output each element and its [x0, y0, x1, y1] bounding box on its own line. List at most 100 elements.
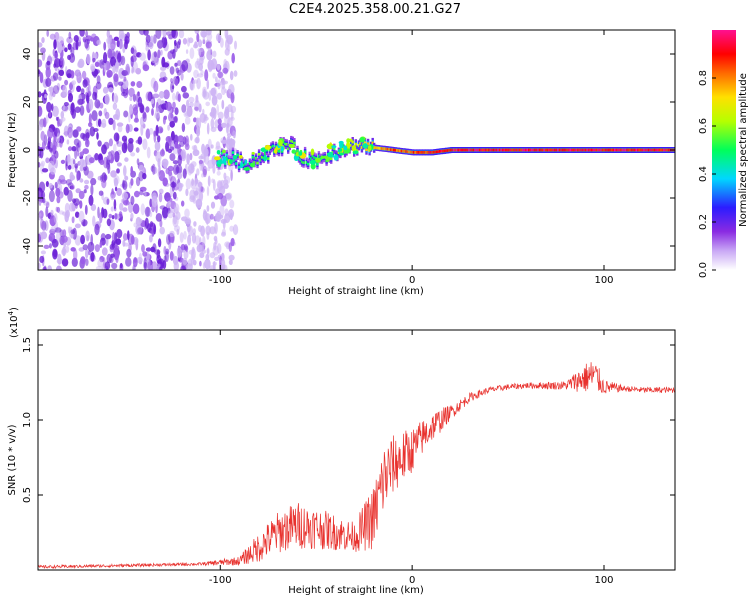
noise-blob	[118, 211, 123, 218]
noise-blob	[70, 184, 75, 190]
noise-blob	[45, 114, 49, 124]
track-core	[557, 148, 560, 152]
noise-blob	[86, 170, 94, 179]
noise-blob	[217, 71, 224, 79]
noise-blob	[85, 258, 89, 266]
noise-blob	[72, 129, 79, 138]
noise-blob	[169, 146, 175, 151]
noise-blob	[176, 246, 182, 258]
track-core	[408, 150, 411, 154]
noise-blob	[149, 234, 153, 243]
noise-blob	[104, 111, 110, 119]
track-core	[638, 148, 641, 152]
noise-blob	[160, 149, 165, 157]
track-core	[385, 147, 388, 151]
track-core	[583, 148, 586, 152]
track-core	[253, 160, 256, 164]
noise-blob	[61, 235, 68, 243]
noise-blob	[109, 243, 115, 250]
track-core	[643, 148, 646, 152]
noise-blob	[66, 154, 71, 166]
noise-blob	[206, 122, 210, 135]
noise-blob	[115, 238, 122, 246]
noise-blob	[123, 138, 128, 150]
noise-blob	[108, 117, 114, 125]
noise-blob	[138, 252, 142, 263]
noise-blob	[113, 143, 117, 154]
noise-blob	[125, 63, 130, 76]
noise-blob	[85, 95, 89, 102]
noise-blob	[96, 39, 102, 46]
noise-blob	[58, 76, 62, 81]
track-core	[626, 148, 629, 152]
noise-blob	[85, 230, 90, 242]
track-core	[647, 148, 651, 152]
track-core	[366, 142, 370, 146]
track-core	[221, 152, 224, 155]
track-core	[610, 148, 614, 152]
track-blob	[216, 150, 221, 155]
track-core	[379, 146, 382, 150]
noise-blob	[174, 39, 177, 47]
noise-blob	[53, 213, 58, 224]
track-core	[515, 148, 519, 152]
noise-blob	[43, 244, 50, 249]
noise-blob	[135, 52, 142, 58]
track-core	[500, 148, 503, 152]
noise-blob	[110, 194, 115, 201]
track-core	[434, 150, 437, 154]
track-core	[531, 148, 534, 152]
track-core	[597, 148, 600, 152]
track-core	[566, 148, 569, 152]
track-core	[653, 148, 657, 152]
track-core	[509, 148, 512, 152]
noise-blob	[45, 181, 50, 187]
noise-blob	[67, 189, 73, 202]
spectrogram-panel: -100 0 100 -40 -20 0 20 40 Height of straight …	[7, 29, 676, 297]
noise-blob	[130, 56, 134, 68]
noise-blob	[56, 195, 61, 204]
noise-blob	[130, 81, 136, 87]
noise-blob	[194, 235, 201, 246]
noise-blob	[54, 150, 59, 159]
noise-blob	[193, 117, 197, 123]
noise-blob	[178, 38, 182, 46]
noise-blob	[156, 259, 163, 265]
noise-blob	[135, 176, 141, 187]
noise-blob	[186, 99, 190, 108]
noise-blob	[151, 195, 158, 208]
noise-blob	[116, 228, 123, 239]
noise-blob	[124, 157, 129, 162]
noise-blob	[229, 225, 234, 232]
noise-blob	[111, 262, 118, 270]
noise-blob	[75, 211, 80, 218]
noise-blob	[96, 132, 99, 140]
track-core	[409, 150, 413, 154]
noise-blob	[113, 132, 120, 142]
track-core	[455, 148, 459, 152]
track-core	[658, 148, 661, 152]
noise-blob	[132, 106, 139, 116]
noise-blob	[103, 60, 107, 73]
noise-blob	[40, 160, 46, 167]
track-core	[374, 146, 377, 150]
track-core	[486, 148, 489, 152]
noise-blob	[48, 236, 53, 241]
colorbar-tick-label: 0.6	[698, 118, 709, 134]
noise-blob	[195, 189, 198, 199]
noise-blob	[97, 259, 103, 268]
track-core	[535, 148, 539, 152]
noise-blob	[85, 128, 90, 141]
track-core	[391, 148, 394, 152]
track-core	[551, 148, 554, 152]
noise-blob	[214, 212, 221, 222]
noise-blob	[92, 215, 96, 227]
colorbar-tick-label: 0.2	[698, 214, 709, 230]
track-core	[248, 162, 252, 165]
noise-blob	[172, 92, 176, 101]
noise-blob	[188, 225, 193, 237]
track-core	[498, 148, 502, 152]
track-blob	[298, 151, 303, 156]
track-core	[445, 149, 448, 153]
noise-blob	[226, 133, 232, 138]
